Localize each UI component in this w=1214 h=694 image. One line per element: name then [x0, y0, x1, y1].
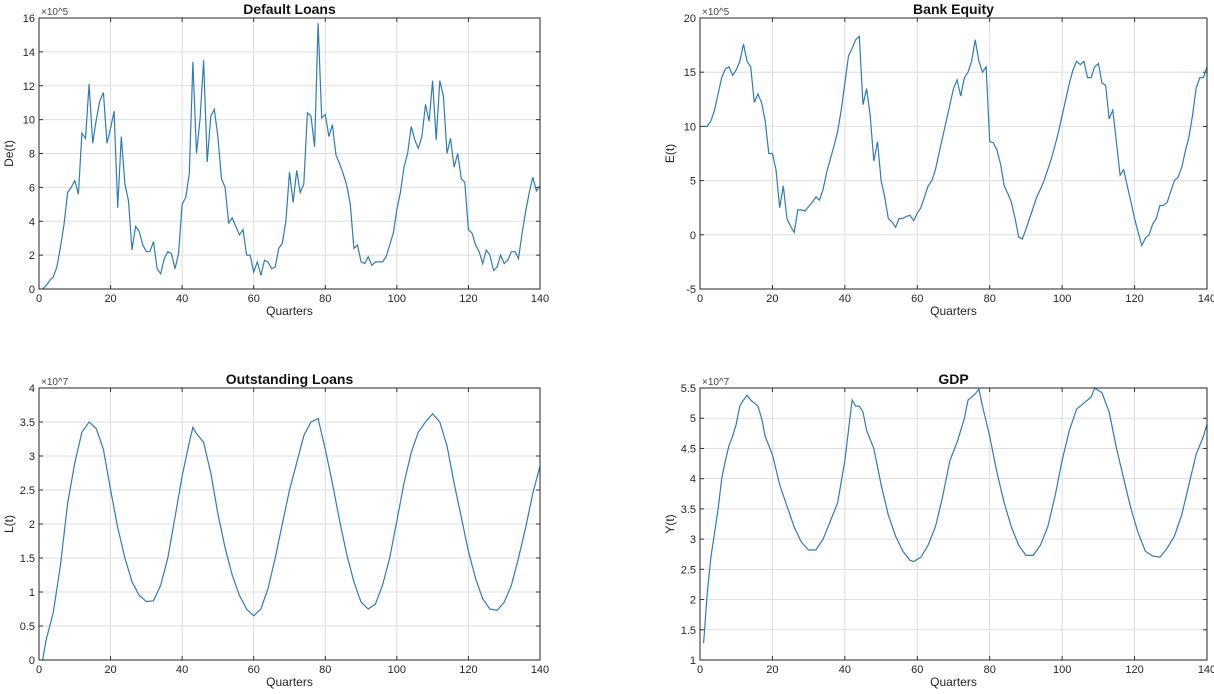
x-tick-label: 80: [319, 664, 331, 676]
x-tick-label: 80: [984, 664, 996, 676]
x-tick-label: 140: [1198, 293, 1214, 305]
x-tick-label: 40: [839, 664, 851, 676]
y-tick-label: 3.5: [681, 504, 696, 516]
x-tick-label: 100: [1053, 664, 1071, 676]
y-tick-label: 3: [29, 451, 35, 463]
y-tick-label: 3.5: [20, 417, 35, 429]
subplot-3: 0 20 40 60 80 100 120 140 0 0.5 1 1.5 2 2.5 3 3.5 4 Outst…: [2, 371, 549, 689]
x-tick-label: 60: [911, 293, 923, 305]
y-tick-label: 2: [29, 519, 35, 531]
x-tick-label: 100: [388, 664, 406, 676]
y-tick-label: 2.5: [681, 564, 696, 576]
y-tick-label: 4: [690, 474, 696, 486]
y-multiplier-label: ×10^5: [41, 7, 69, 18]
x-axis-label: Quarters: [266, 304, 313, 318]
x-tick-label: 0: [697, 293, 703, 305]
x-tick-label: 140: [531, 664, 549, 676]
chart-title: Bank Equity: [913, 1, 994, 17]
x-tick-label: 40: [176, 293, 188, 305]
axes-box: [38, 17, 541, 290]
x-tick-label: 120: [1125, 293, 1143, 305]
chart-title: Default Loans: [243, 1, 336, 17]
x-axis-label: Quarters: [930, 304, 977, 318]
y-tick-label: 4: [29, 216, 35, 228]
subplot-4: 0 20 40 60 80 100 120 140 1 1.5 2 2.5 3 3.5 4 4.5 5 5.5 GD…: [663, 371, 1214, 689]
y-tick-label: 2: [29, 250, 35, 262]
x-tick-label: 60: [911, 664, 923, 676]
y-tick-label: 1: [690, 655, 696, 667]
x-tick-label: 60: [248, 293, 260, 305]
x-tick-label: 40: [839, 293, 851, 305]
series-line: [42, 23, 541, 290]
x-tick-label: 20: [104, 664, 116, 676]
y-axis-label: E(t): [663, 144, 677, 163]
x-tick-label: 140: [531, 293, 549, 305]
y-tick-label: 5.5: [681, 383, 696, 395]
y-multiplier-label: ×10^7: [702, 377, 730, 388]
subplot-1: 0 20 40 60 80 100 120 140 0 2 4 6 8 10 12 14 16 Default L…: [2, 1, 549, 318]
x-tick-label: 20: [104, 293, 116, 305]
y-tick-label: 16: [23, 13, 35, 25]
chart-title: Outstanding Loans: [226, 371, 354, 387]
series-line: [703, 387, 1208, 644]
x-tick-label: 100: [1053, 293, 1071, 305]
y-tick-label: 0: [690, 230, 696, 242]
x-tick-label: 140: [1198, 664, 1214, 676]
axes-box: [699, 17, 1208, 290]
x-tick-label: 100: [388, 293, 406, 305]
y-axis-label: De(t): [2, 140, 16, 167]
x-tick-label: 20: [766, 664, 778, 676]
x-tick-label: 120: [459, 664, 477, 676]
y-tick-label: 6: [29, 182, 35, 194]
y-tick-label: -5: [686, 284, 696, 296]
y-tick-label: 12: [23, 81, 35, 93]
chart-title: GDP: [938, 371, 968, 387]
plot-area: [700, 388, 1207, 660]
y-tick-label: 4: [29, 383, 35, 395]
y-tick-label: 5: [690, 176, 696, 188]
y-tick-label: 1: [29, 587, 35, 599]
series-line: [703, 35, 1208, 248]
y-multiplier-label: ×10^7: [41, 377, 69, 388]
y-tick-label: 10: [23, 115, 35, 127]
axes-box: [38, 387, 541, 661]
series-line: [42, 412, 541, 661]
y-tick-label: 2.5: [20, 485, 35, 497]
x-tick-label: 0: [36, 664, 42, 676]
x-tick-label: 120: [1125, 664, 1143, 676]
axes-box: [699, 387, 1208, 661]
x-tick-label: 120: [459, 293, 477, 305]
x-tick-label: 20: [766, 293, 778, 305]
x-tick-label: 0: [697, 664, 703, 676]
x-axis-label: Quarters: [930, 675, 977, 689]
y-tick-label: 20: [684, 13, 696, 25]
y-tick-label: 1.5: [681, 625, 696, 637]
x-tick-label: 40: [176, 664, 188, 676]
y-tick-label: 4.5: [681, 443, 696, 455]
x-tick-label: 80: [319, 293, 331, 305]
plot-area: [700, 18, 1207, 289]
x-axis-label: Quarters: [266, 675, 313, 689]
y-tick-label: 10: [684, 121, 696, 133]
y-tick-label: 5: [690, 413, 696, 425]
y-axis-label: Y(t): [663, 514, 677, 533]
y-axis-label: L(t): [2, 515, 16, 533]
y-multiplier-label: ×10^5: [702, 7, 730, 18]
x-tick-label: 0: [36, 293, 42, 305]
x-tick-label: 80: [984, 293, 996, 305]
y-tick-label: 2: [690, 595, 696, 607]
y-tick-label: 3: [690, 534, 696, 546]
y-tick-label: 15: [684, 67, 696, 79]
y-tick-label: 0.5: [20, 621, 35, 633]
y-tick-label: 1.5: [20, 553, 35, 565]
y-tick-label: 8: [29, 149, 35, 161]
y-tick-label: 14: [23, 47, 35, 59]
x-tick-label: 60: [248, 664, 260, 676]
y-tick-label: 0: [29, 655, 35, 667]
y-tick-label: 0: [29, 284, 35, 296]
